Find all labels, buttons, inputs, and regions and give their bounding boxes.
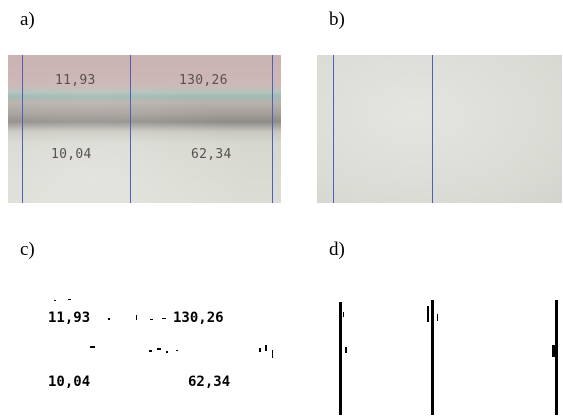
photo-value-row2-right: 62,34 [191, 147, 232, 162]
noise-speck [150, 319, 153, 320]
noise-speck [68, 299, 71, 300]
noise-speck [265, 345, 267, 351]
noise-speck [166, 351, 168, 353]
noise-speck [157, 348, 161, 350]
binarized-line [339, 302, 342, 415]
noise-speck [176, 350, 178, 351]
binarized-lines-panel [317, 290, 562, 415]
noise-speck [343, 312, 344, 317]
panel-label-a: a) [20, 9, 35, 30]
panel-label-b: b) [329, 9, 345, 30]
panel-label-d: d) [329, 239, 345, 260]
ruling-line [333, 55, 334, 203]
binarized-value-row2-right: 62,34 [188, 374, 231, 390]
binarized-value-row1-left: 11,93 [48, 310, 91, 326]
ruling-line [272, 55, 273, 203]
ruling-line [22, 55, 23, 203]
noise-speck [552, 345, 555, 357]
panel-label-c: c) [20, 239, 35, 260]
photo-panel-blank [317, 55, 562, 203]
binarized-value-row1-right: 130,26 [173, 310, 224, 326]
photo-value-row1-right: 130,26 [179, 73, 228, 88]
binarized-line [431, 300, 434, 415]
photo-value-row1-left: 11,93 [55, 73, 96, 88]
photo-value-row2-left: 10,04 [51, 147, 92, 162]
noise-speck [136, 315, 137, 320]
binarized-line [555, 300, 558, 415]
ruling-line [130, 55, 131, 203]
noise-speck [427, 306, 429, 322]
noise-speck [259, 348, 261, 352]
noise-speck [162, 318, 166, 319]
binarized-text-panel: 11,93 130,26 10,04 62,34 [8, 290, 281, 415]
noise-speck [272, 350, 273, 358]
noise-speck [149, 350, 152, 352]
binarized-value-row2-left: 10,04 [48, 374, 91, 390]
ruling-line [432, 55, 433, 203]
noise-speck [437, 314, 438, 321]
noise-speck [108, 318, 110, 320]
noise-speck [90, 346, 95, 348]
noise-speck [54, 300, 56, 301]
noise-speck [345, 347, 347, 353]
photo-panel-with-numbers: 11,93 130,26 10,04 62,34 [8, 55, 281, 203]
